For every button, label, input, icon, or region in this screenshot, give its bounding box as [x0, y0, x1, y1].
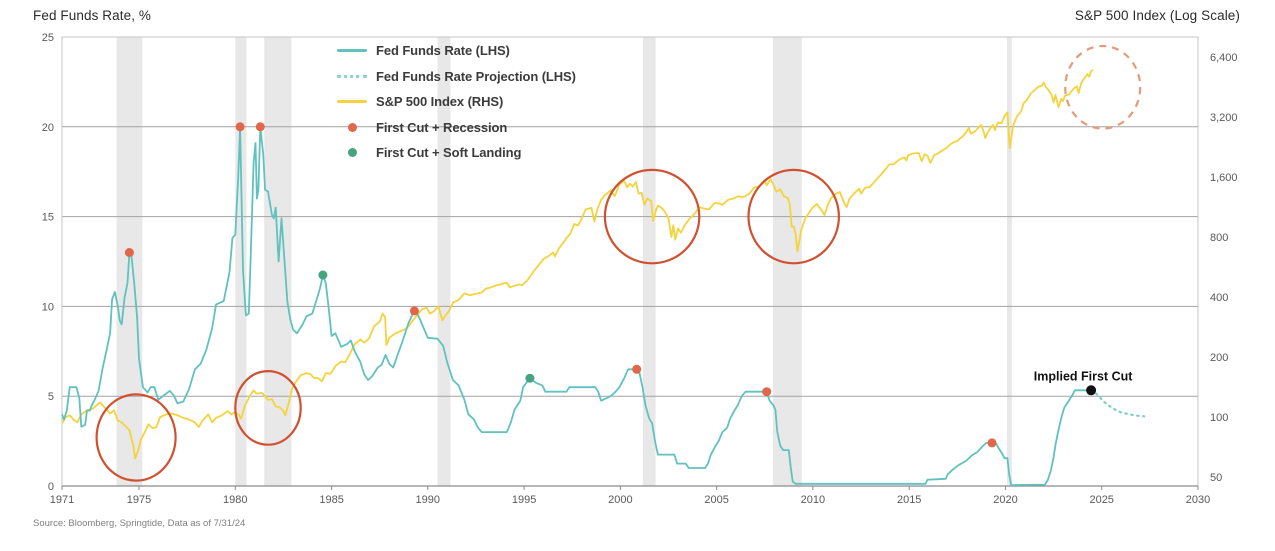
recession-cut-dot — [632, 364, 642, 374]
recession-cut-dot — [124, 248, 134, 257]
sp500-line — [61, 69, 1094, 460]
legend-label: First Cut + Recession — [376, 119, 508, 135]
right-tick-label: 200 — [1210, 352, 1228, 364]
highlight-circle — [603, 168, 701, 265]
right-tick-label: 100 — [1210, 412, 1228, 424]
x-tick-label: 2020 — [993, 494, 1017, 506]
x-tick-label: 1990 — [416, 494, 440, 506]
recession-band — [1007, 37, 1012, 486]
gridlines — [62, 126, 1198, 397]
recession-cut-dot — [255, 122, 265, 132]
left-tick-label: 10 — [42, 301, 54, 313]
left-axis-title: Fed Funds Rate, % — [33, 8, 152, 23]
fed-funds-projection-line — [1089, 389, 1146, 418]
right-tick-label: 400 — [1210, 292, 1228, 304]
left-tick-label: 15 — [42, 212, 54, 224]
highlight-circle — [95, 393, 177, 482]
right-tick-label: 3,200 — [1210, 112, 1238, 124]
left-tick-label: 0 — [48, 481, 54, 493]
x-tick-label: 1995 — [512, 494, 536, 506]
right-tick-label: 50 — [1210, 472, 1222, 484]
recession-dot-swatch-icon — [337, 122, 367, 132]
legend-item-first-cut-soft-landing: First Cut + Soft Landing — [337, 140, 576, 166]
x-tick-label: 2005 — [704, 494, 728, 506]
x-tick-label: 2030 — [1186, 494, 1210, 506]
legend-item-projection: Fed Funds Rate Projection (LHS) — [337, 64, 576, 90]
left-tick-label: 5 — [48, 391, 54, 403]
recession-cut-dot — [409, 306, 419, 316]
legend: Fed Funds Rate (LHS) Fed Funds Rate Proj… — [337, 38, 576, 166]
recession-band — [642, 37, 656, 486]
x-axis-labels: 1971 1975 1980 1985 1990 1995 2000 2005 2010 2015… — [50, 486, 1210, 506]
source-note: Source: Bloomberg, Springtide, Data as o… — [33, 518, 246, 529]
recession-cut-dot — [762, 387, 772, 397]
highlight-circle — [234, 370, 302, 446]
legend-item-first-cut-recession: First Cut + Recession — [337, 115, 576, 141]
x-tick-label: 1971 — [50, 494, 74, 506]
implied-first-cut-dot — [1086, 385, 1097, 396]
x-tick-label: 2025 — [1089, 494, 1113, 506]
left-tick-label: 25 — [42, 32, 54, 44]
highlight-circle — [1064, 44, 1142, 130]
soft-landing-cut-dot — [525, 373, 535, 383]
recession-band — [437, 37, 451, 486]
first-cut-recession-markers — [124, 122, 997, 448]
legend-label: S&P 500 Index (RHS) — [376, 94, 504, 110]
right-tick-label: 6,400 — [1210, 52, 1238, 64]
x-tick-label: 2015 — [897, 494, 921, 506]
right-tick-label: 1,600 — [1210, 172, 1238, 184]
projection-dotted-line-swatch-icon — [337, 74, 367, 78]
legend-item-sp500: S&P 500 Index (RHS) — [337, 89, 576, 115]
x-tick-label: 1980 — [223, 494, 247, 506]
right-tick-label: 800 — [1210, 232, 1228, 244]
highlight-circle — [747, 168, 841, 265]
recession-band — [235, 37, 247, 486]
x-tick-label: 2000 — [608, 494, 632, 506]
highlight-circles — [95, 44, 1142, 482]
plot-border — [61, 36, 1199, 487]
legend-label: First Cut + Soft Landing — [376, 145, 522, 161]
legend-item-fed-funds: Fed Funds Rate (LHS) — [337, 38, 576, 64]
right-axis-labels: 6,400 3,200 1,600 800 400 200 100 50 — [1210, 52, 1238, 484]
left-tick-label: 20 — [42, 122, 54, 134]
recession-band — [772, 37, 802, 486]
x-tick-label: 2010 — [801, 494, 825, 506]
first-cut-soft-landing-markers — [318, 270, 535, 383]
right-axis-title: S&P 500 Index (Log Scale) — [1074, 8, 1240, 23]
implied-first-cut-label: Implied First Cut — [1034, 369, 1133, 383]
soft-landing-cut-dot — [318, 270, 328, 280]
recession-cut-dot — [235, 122, 245, 132]
soft-landing-dot-swatch-icon — [337, 148, 367, 158]
legend-label: Fed Funds Rate Projection (LHS) — [376, 68, 576, 84]
x-tick-label: 1975 — [127, 494, 151, 506]
fed-funds-line-swatch-icon — [337, 49, 367, 53]
legend-label: Fed Funds Rate (LHS) — [376, 43, 510, 59]
recession-cut-dot — [987, 438, 997, 448]
left-axis-labels: 0 5 10 15 20 25 — [42, 32, 54, 493]
sp500-line-swatch-icon — [337, 100, 367, 104]
x-tick-label: 1985 — [319, 494, 343, 506]
